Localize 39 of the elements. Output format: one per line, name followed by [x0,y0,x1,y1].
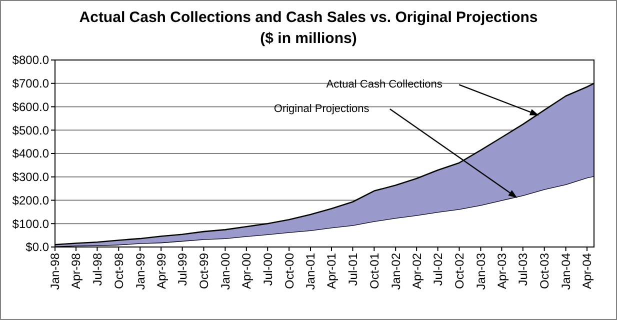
annotation: Original Projections [274,102,370,115]
y-tick-label: $200.0 [12,193,50,208]
x-tick-label: Apr-98 [69,252,84,290]
x-tick-label: Apr-03 [494,252,509,290]
x-tick-label: Jul-01 [346,252,360,286]
y-tick-label: $500.0 [12,123,50,138]
x-tick-label: Oct-98 [112,252,126,290]
x-tick-label: Oct-02 [452,252,466,290]
x-tick-label: Oct-03 [538,252,552,290]
x-tick-label: Apr-99 [154,252,168,290]
x-tick-label: Jul-98 [90,252,104,286]
x-tick-label: Apr-04 [580,252,594,290]
x-tick-label: Apr-02 [410,252,424,290]
y-tick-label: $100.0 [12,216,50,231]
y-tick-label: $400.0 [12,146,50,161]
x-tick-label: Jan-01 [304,252,318,290]
x-tick-label: Jul-02 [431,252,445,286]
x-tick-label: Jan-99 [133,252,148,290]
x-tick-label: Jan-03 [474,252,488,290]
x-tick-label: Jan-02 [388,252,403,290]
x-tick-label: Oct-01 [367,252,382,290]
x-tick-label: Oct-99 [196,252,211,290]
x-tick-label: Apr-01 [324,252,339,290]
x-tick-label: Jul-03 [516,252,530,286]
x-tick-label: Jan-98 [48,252,62,290]
chart-title: Actual Cash Collections and Cash Sales vs. Original Projections [79,9,538,26]
y-tick-label: $600.0 [12,100,50,114]
annotation: Actual Cash Collections [326,78,443,91]
y-tick-label: $800.0 [12,53,50,68]
x-tick-label: Jan-04 [558,252,573,290]
x-tick-label: Jul-99 [175,252,190,286]
y-tick-label: $0.0 [26,240,50,254]
x-tick-label: Jul-00 [260,252,275,286]
x-tick-label: Jan-00 [218,252,232,290]
x-tick-label: Oct-00 [282,252,296,290]
y-tick-label: $300.0 [12,170,50,184]
y-tick-label: $700.0 [12,76,50,91]
chart-subtitle: ($ in millions) [260,30,357,47]
x-tick-label: Apr-00 [240,252,254,290]
